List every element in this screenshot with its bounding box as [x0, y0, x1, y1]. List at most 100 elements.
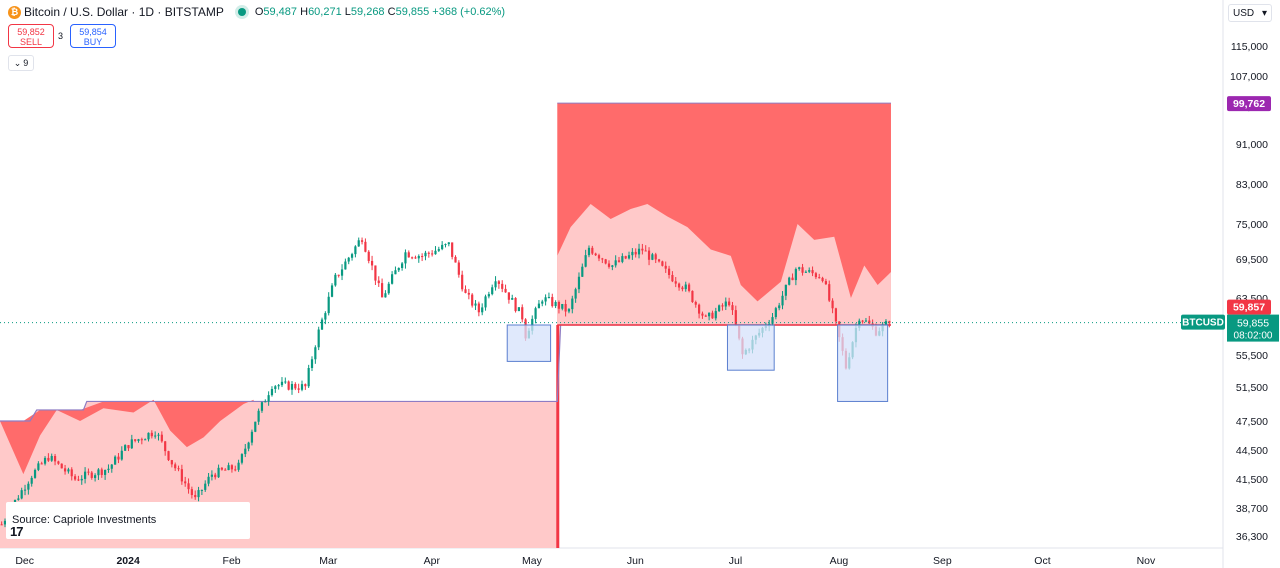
candle[interactable]	[20, 487, 23, 500]
candle[interactable]	[674, 277, 677, 288]
buy-button[interactable]: 59,854 BUY	[70, 24, 116, 48]
candle[interactable]	[0, 521, 3, 526]
candle[interactable]	[647, 247, 651, 266]
candle[interactable]	[821, 276, 824, 283]
candle[interactable]	[541, 299, 544, 307]
candle[interactable]	[681, 285, 684, 292]
candle[interactable]	[224, 468, 227, 471]
candle[interactable]	[627, 251, 631, 260]
chart-header[interactable]: ₿ Bitcoin / U.S. Dollar · 1D · BITSTAMP …	[8, 4, 505, 20]
candle[interactable]	[63, 464, 67, 475]
candle[interactable]	[187, 478, 190, 494]
candle[interactable]	[601, 257, 604, 264]
candle[interactable]	[270, 386, 274, 397]
candle[interactable]	[107, 464, 110, 473]
candle[interactable]	[77, 475, 80, 482]
candle[interactable]	[284, 377, 287, 384]
candle[interactable]	[574, 287, 577, 303]
candle[interactable]	[53, 453, 57, 466]
candle[interactable]	[728, 297, 731, 307]
candle[interactable]	[157, 432, 160, 441]
candle[interactable]	[831, 298, 834, 314]
candle[interactable]	[411, 256, 414, 260]
candle[interactable]	[317, 326, 320, 351]
candle[interactable]	[634, 248, 637, 258]
candle[interactable]	[110, 463, 113, 473]
candle[interactable]	[547, 292, 551, 299]
candle[interactable]	[631, 248, 634, 260]
candle[interactable]	[50, 453, 53, 462]
candle[interactable]	[818, 273, 821, 279]
indicators-toggle[interactable]: ⌄ 9	[8, 55, 34, 71]
candle[interactable]	[624, 255, 627, 260]
candle[interactable]	[424, 250, 427, 261]
candle[interactable]	[127, 444, 130, 452]
candle[interactable]	[444, 243, 447, 248]
candle[interactable]	[507, 292, 510, 304]
candle[interactable]	[704, 314, 707, 317]
candle[interactable]	[434, 246, 437, 255]
candle[interactable]	[254, 421, 257, 433]
price-axis[interactable]: 115,000107,00099,00091,00083,00075,00069…	[1230, 41, 1268, 543]
candle[interactable]	[694, 300, 697, 308]
candle[interactable]	[861, 319, 864, 324]
candle[interactable]	[457, 260, 460, 278]
candle[interactable]	[134, 439, 137, 443]
candle[interactable]	[390, 271, 394, 285]
candle[interactable]	[297, 383, 300, 394]
candle[interactable]	[27, 481, 30, 495]
candle[interactable]	[114, 455, 117, 465]
candle[interactable]	[491, 284, 494, 296]
candle[interactable]	[451, 242, 454, 260]
candle[interactable]	[174, 462, 177, 471]
candle[interactable]	[190, 486, 193, 499]
candle[interactable]	[214, 472, 217, 480]
candle[interactable]	[718, 304, 721, 313]
candle[interactable]	[147, 432, 150, 442]
candle[interactable]	[337, 274, 340, 278]
candle[interactable]	[587, 245, 591, 258]
candle[interactable]	[197, 486, 200, 502]
candle[interactable]	[607, 260, 611, 269]
candle[interactable]	[494, 276, 497, 291]
candle[interactable]	[394, 266, 397, 275]
candle[interactable]	[374, 265, 377, 286]
candle[interactable]	[160, 431, 163, 443]
candle[interactable]	[60, 463, 63, 469]
candle[interactable]	[788, 276, 791, 286]
candle[interactable]	[184, 476, 187, 487]
candle[interactable]	[868, 315, 871, 324]
candle[interactable]	[57, 460, 60, 465]
candle[interactable]	[514, 297, 517, 313]
candle[interactable]	[597, 253, 601, 262]
candle[interactable]	[781, 291, 784, 310]
candle[interactable]	[721, 303, 724, 311]
candle[interactable]	[140, 437, 143, 445]
candle[interactable]	[370, 255, 374, 271]
candle[interactable]	[641, 243, 644, 255]
candle[interactable]	[3, 518, 7, 528]
candle[interactable]	[150, 430, 153, 439]
candle[interactable]	[257, 408, 260, 425]
candle[interactable]	[774, 306, 777, 320]
time-axis[interactable]: Dec 2024 Feb Mar Apr May Jun Jul Aug Sep Oct Nov	[15, 555, 1156, 567]
candle[interactable]	[474, 300, 477, 310]
candle[interactable]	[534, 306, 537, 324]
candle[interactable]	[164, 440, 167, 456]
candle[interactable]	[104, 469, 107, 480]
currency-select[interactable]: USD ▾	[1228, 4, 1272, 22]
candle[interactable]	[320, 317, 324, 330]
candle[interactable]	[804, 270, 807, 273]
candle[interactable]	[611, 264, 614, 271]
candle[interactable]	[561, 303, 564, 311]
candle[interactable]	[664, 261, 667, 273]
candle[interactable]	[651, 252, 654, 261]
candle[interactable]	[237, 459, 240, 472]
candle[interactable]	[604, 258, 607, 265]
candle[interactable]	[227, 462, 230, 471]
candle[interactable]	[614, 255, 617, 268]
candle[interactable]	[577, 272, 581, 294]
candle[interactable]	[427, 251, 430, 258]
candle[interactable]	[70, 467, 73, 481]
candle[interactable]	[771, 313, 774, 326]
